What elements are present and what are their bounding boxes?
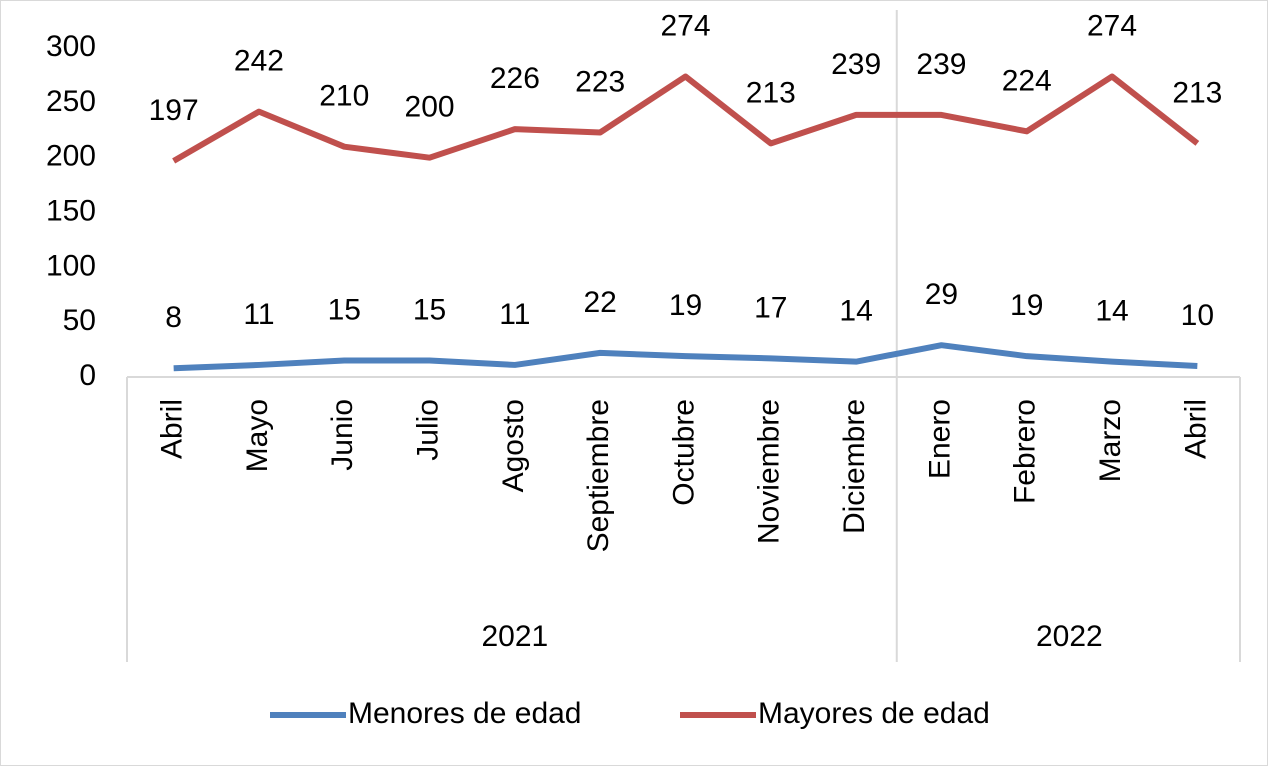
y-tick-label: 150 bbox=[46, 194, 96, 227]
group-label: 2021 bbox=[482, 620, 549, 653]
y-tick-label: 50 bbox=[63, 304, 96, 337]
x-tick-label: Abril bbox=[1179, 399, 1212, 459]
x-tick-label: Junio bbox=[326, 399, 359, 471]
x-tick-label: Mayo bbox=[241, 399, 274, 472]
x-tick-label: Febrero bbox=[1009, 399, 1042, 504]
data-label: 224 bbox=[1002, 64, 1052, 97]
x-tick-label: Enero bbox=[923, 399, 956, 479]
data-label: 242 bbox=[234, 45, 284, 78]
data-label: 223 bbox=[575, 65, 625, 98]
data-label: 19 bbox=[669, 289, 702, 322]
y-tick-label: 300 bbox=[46, 30, 96, 63]
data-label: 239 bbox=[831, 48, 881, 81]
data-label: 8 bbox=[165, 301, 182, 334]
data-label: 17 bbox=[754, 291, 787, 324]
series-line bbox=[173, 342, 1198, 372]
y-tick-label: 0 bbox=[79, 359, 96, 392]
x-tick-label: Julio bbox=[411, 399, 444, 461]
data-label: 200 bbox=[405, 91, 455, 124]
data-label: 239 bbox=[916, 48, 966, 81]
data-label: 213 bbox=[1172, 76, 1222, 109]
y-tick-label: 100 bbox=[46, 249, 96, 282]
data-label: 22 bbox=[584, 286, 617, 319]
x-tick-label: Abril bbox=[156, 399, 189, 459]
y-tick-label: 250 bbox=[46, 85, 96, 118]
data-label: 14 bbox=[839, 295, 872, 328]
data-label: 11 bbox=[243, 298, 274, 331]
y-tick-label: 200 bbox=[46, 140, 96, 173]
data-label: 274 bbox=[1087, 9, 1137, 42]
data-label: 213 bbox=[746, 76, 796, 109]
group-label: 2022 bbox=[1036, 620, 1103, 653]
data-label: 11 bbox=[499, 298, 530, 331]
data-label: 274 bbox=[660, 9, 710, 42]
legend-label: Menores de edad bbox=[348, 697, 582, 730]
data-label: 15 bbox=[413, 293, 446, 326]
x-tick-label: Marzo bbox=[1094, 399, 1127, 482]
data-label: 29 bbox=[925, 278, 958, 311]
data-label: 10 bbox=[1181, 299, 1214, 332]
data-label: 15 bbox=[328, 293, 361, 326]
data-label: 14 bbox=[1095, 295, 1128, 328]
x-tick-label: Octubre bbox=[667, 399, 700, 506]
data-label: 210 bbox=[319, 80, 369, 113]
legend-label: Mayores de edad bbox=[758, 697, 990, 730]
data-label: 197 bbox=[149, 94, 199, 127]
series-line bbox=[172, 73, 1200, 164]
x-tick-label: Septiembre bbox=[582, 399, 615, 552]
x-tick-label: Diciembre bbox=[838, 399, 871, 534]
data-label: 19 bbox=[1010, 289, 1043, 322]
data-label: 226 bbox=[490, 62, 540, 95]
x-tick-label: Agosto bbox=[497, 399, 530, 492]
x-tick-label: Noviembre bbox=[753, 399, 786, 544]
